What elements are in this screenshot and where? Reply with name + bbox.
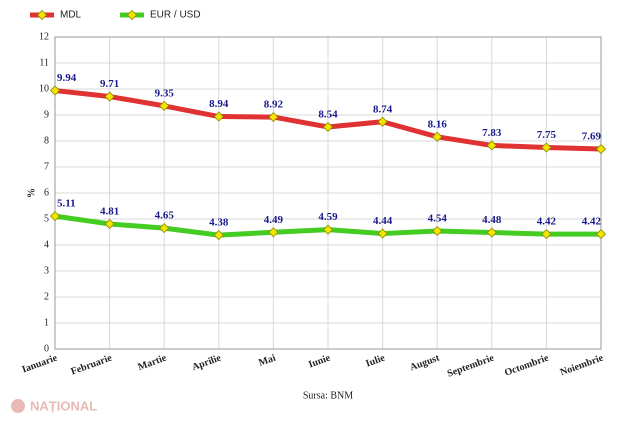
legend-label: MDL	[60, 10, 82, 21]
data-label: 7.75	[537, 129, 557, 141]
data-label: 8.54	[318, 108, 338, 120]
point-marker	[213, 230, 224, 241]
point-marker	[49, 211, 61, 222]
x-tick-label: Februarie	[69, 352, 113, 377]
x-tick-label: Octombrie	[503, 352, 551, 378]
source-note: Sursa: BNM	[303, 390, 353, 401]
x-tick-label: August	[409, 352, 442, 373]
x-tick-label: Ianuarie	[21, 352, 60, 375]
data-label: 4.81	[100, 205, 119, 217]
data-label: 8.16	[428, 118, 448, 130]
y-tick-label: 4	[44, 239, 49, 250]
data-label: 7.69	[582, 131, 602, 143]
point-marker	[268, 227, 279, 238]
x-tick-label: Iulie	[364, 352, 387, 369]
point-marker	[377, 116, 388, 127]
point-marker	[159, 223, 170, 234]
legend-label: EUR / USD	[150, 10, 201, 21]
x-tick-label: Martie	[137, 352, 169, 373]
legend-marker	[36, 9, 48, 21]
data-label: 9.94	[57, 72, 77, 84]
point-marker	[432, 225, 443, 237]
point-marker	[104, 218, 115, 230]
data-label: 4.59	[318, 211, 338, 223]
data-label: 8.92	[264, 99, 284, 111]
y-axis-label: %	[26, 188, 37, 198]
point-marker	[104, 91, 115, 102]
point-marker	[49, 85, 61, 96]
data-label: 4.48	[482, 214, 502, 226]
data-label: 8.74	[373, 103, 393, 115]
data-label: 9.71	[100, 78, 119, 90]
x-tick-label: Septembrie	[446, 352, 496, 379]
data-label: 4.65	[155, 210, 175, 222]
data-label: 9.35	[155, 87, 175, 99]
point-marker	[377, 228, 388, 239]
point-marker	[432, 131, 443, 142]
data-label: 4.44	[373, 215, 393, 227]
x-tick-label: Noiembrie	[559, 352, 606, 378]
point-marker	[322, 224, 334, 235]
point-marker	[322, 121, 334, 133]
y-tick-label: 8	[44, 135, 49, 146]
data-label: 8.94	[209, 98, 229, 110]
watermark-logo	[11, 399, 25, 413]
data-label: 4.38	[209, 217, 229, 229]
data-label: 4.42	[537, 216, 557, 228]
y-tick-label: 7	[44, 161, 49, 172]
point-marker	[486, 140, 497, 151]
plot-border	[54, 36, 602, 350]
y-tick-label: 6	[44, 187, 49, 198]
data-label: 4.42	[582, 216, 602, 228]
y-tick-label: 11	[39, 57, 49, 68]
point-marker	[595, 143, 607, 155]
y-tick-label: 10	[39, 83, 49, 94]
data-label: 5.11	[57, 198, 76, 210]
data-label: 7.83	[482, 127, 502, 139]
point-marker	[541, 229, 552, 240]
point-marker	[159, 100, 170, 111]
point-marker	[595, 229, 607, 240]
y-tick-label: 12	[39, 31, 49, 42]
logo-icon	[11, 399, 25, 413]
y-tick-label: 2	[44, 291, 49, 302]
y-tick-label: 3	[44, 265, 49, 276]
x-tick-label: Aprilie	[191, 352, 223, 373]
legend-marker	[126, 9, 138, 21]
point-marker	[213, 111, 224, 122]
x-tick-label: Mai	[257, 353, 277, 369]
watermark: NAȚIONAL	[30, 398, 97, 413]
point-marker	[486, 227, 497, 238]
data-label: 4.49	[264, 214, 284, 226]
y-tick-label: 1	[44, 317, 49, 328]
data-label: 4.54	[428, 212, 448, 224]
point-marker	[541, 142, 552, 153]
point-marker	[268, 112, 279, 123]
x-tick-label: Iunie	[307, 352, 332, 370]
y-tick-label: 9	[44, 109, 49, 120]
y-tick-label: 5	[44, 213, 49, 224]
y-tick-label: 0	[44, 343, 49, 354]
